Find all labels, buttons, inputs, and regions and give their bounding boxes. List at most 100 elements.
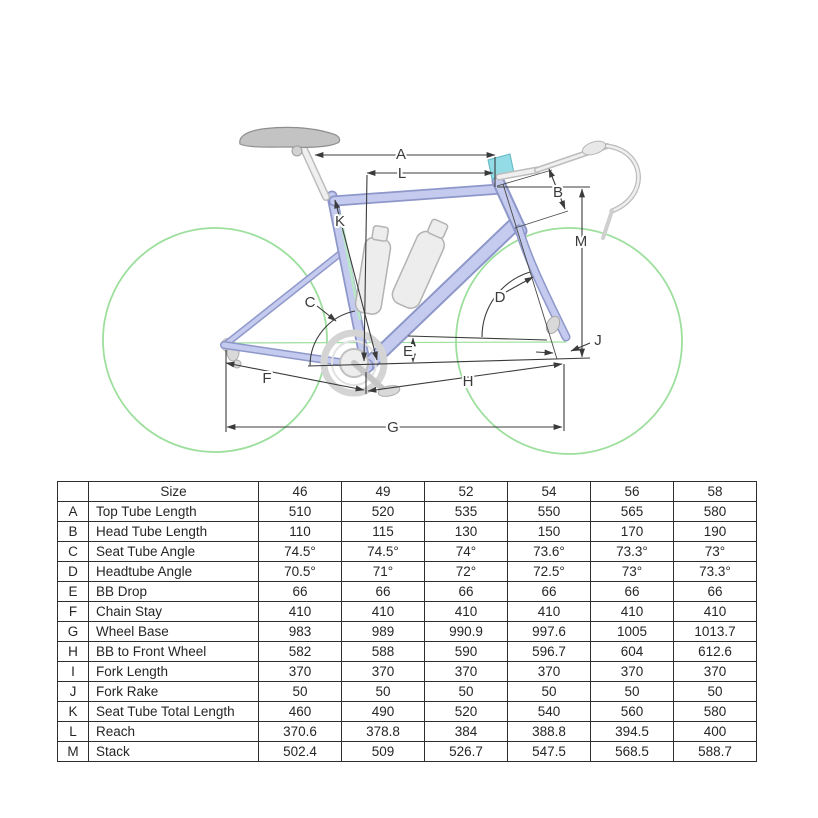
table-row: L Reach 370.6 378.8 384 388.8 394.5 400: [57, 721, 757, 742]
row-key-cell: D: [57, 561, 89, 582]
row-value-cell: 590: [424, 641, 508, 662]
dimension-lines: [225, 152, 591, 432]
row-label-cell: Fork Length: [88, 661, 259, 682]
row-value-cell: 66: [507, 581, 591, 602]
label-bb-to-front-wheel: H: [463, 373, 474, 390]
row-key-cell: L: [57, 721, 89, 742]
row-value-cell: 983: [258, 621, 342, 642]
row-value-cell: 74.5°: [258, 541, 342, 562]
row-value-cell: 410: [673, 601, 757, 622]
label-bb-drop: E: [403, 343, 413, 360]
row-value-cell: 1005: [590, 621, 674, 642]
row-label-cell: Fork Rake: [88, 681, 259, 702]
row-value-cell: 50: [424, 681, 508, 702]
row-key-cell: F: [57, 601, 89, 622]
row-value-cell: 66: [424, 581, 508, 602]
row-value-cell: 990.9: [424, 621, 508, 642]
row-value-cell: 66: [673, 581, 757, 602]
row-value-cell: 540: [507, 701, 591, 722]
label-stack: M: [575, 233, 588, 250]
row-key-cell: G: [57, 621, 89, 642]
table-row: B Head Tube Length 110 115 130 150 170 190: [57, 521, 757, 542]
label-head-tube-length: B: [553, 184, 563, 201]
row-label-cell: Seat Tube Angle: [88, 541, 259, 562]
row-label-cell: BB to Front Wheel: [88, 641, 259, 662]
row-key-cell: M: [57, 741, 89, 762]
row-value-cell: 535: [424, 501, 508, 522]
table-row: A Top Tube Length 510 520 535 550 565 580: [57, 501, 757, 522]
row-value-cell: 50: [590, 681, 674, 702]
row-value-cell: 568.5: [590, 741, 674, 762]
row-value-cell: 370.6: [258, 721, 342, 742]
row-key-cell: H: [57, 641, 89, 662]
row-value-cell: 509: [341, 741, 425, 762]
row-value-cell: 50: [258, 681, 342, 702]
row-value-cell: 560: [590, 701, 674, 722]
row-label-cell: BB Drop: [88, 581, 259, 602]
row-label-cell: Stack: [88, 741, 259, 762]
row-value-cell: 66: [341, 581, 425, 602]
row-value-cell: 190: [673, 521, 757, 542]
row-value-cell: 384: [424, 721, 508, 742]
row-key-cell: I: [57, 661, 89, 682]
row-value-cell: 580: [673, 501, 757, 522]
table-row: J Fork Rake 50 50 50 50 50 50: [57, 681, 757, 702]
row-value-cell: 410: [507, 601, 591, 622]
row-value-cell: 71°: [341, 561, 425, 582]
table-row: C Seat Tube Angle 74.5° 74.5° 74° 73.6° 73.3° 7…: [57, 541, 757, 562]
row-value-cell: 582: [258, 641, 342, 662]
row-value-cell: 370: [590, 661, 674, 682]
geometry-table: Size 46 49 52 54 56 58 A Top Tube Length 510 520 5…: [57, 481, 757, 762]
row-value-cell: 502.4: [258, 741, 342, 762]
label-seat-tube-total-length: K: [335, 213, 345, 230]
label-chain-stay: F: [262, 370, 271, 387]
table-row: H BB to Front Wheel 582 588 590 596.7 604 612.6: [57, 641, 757, 662]
row-value-cell: 510: [258, 501, 342, 522]
row-value-cell: 66: [258, 581, 342, 602]
row-value-cell: 410: [590, 601, 674, 622]
row-value-cell: 115: [341, 521, 425, 542]
row-value-cell: 400: [673, 721, 757, 742]
row-value-cell: 520: [341, 501, 425, 522]
row-value-cell: 170: [590, 521, 674, 542]
row-value-cell: 547.5: [507, 741, 591, 762]
size-column-header: 54: [507, 481, 591, 502]
row-value-cell: 73.6°: [507, 541, 591, 562]
dimension-labels: A L K B M C D E J F H G: [260, 144, 603, 438]
row-key-cell: B: [57, 521, 89, 542]
row-value-cell: 73°: [590, 561, 674, 582]
water-bottle-down-tube: [391, 218, 449, 309]
row-value-cell: 997.6: [507, 621, 591, 642]
label-headtube-angle: D: [495, 289, 506, 306]
row-value-cell: 565: [590, 501, 674, 522]
row-key-cell: E: [57, 581, 89, 602]
rear-wheel-circle: [102, 227, 328, 453]
row-label-cell: Reach: [88, 721, 259, 742]
size-column-header: 58: [673, 481, 757, 502]
saddle-seatpost: [239, 126, 341, 201]
row-value-cell: 588: [341, 641, 425, 662]
row-value-cell: 370: [673, 661, 757, 682]
row-value-cell: 50: [673, 681, 757, 702]
row-value-cell: 50: [507, 681, 591, 702]
saddle: [239, 126, 341, 148]
row-value-cell: 150: [507, 521, 591, 542]
water-bottle-seat-tube: [354, 225, 392, 315]
row-value-cell: 612.6: [673, 641, 757, 662]
row-value-cell: 72°: [424, 561, 508, 582]
front-wheel-circle: [455, 227, 683, 455]
row-value-cell: 110: [258, 521, 342, 542]
label-fork-rake: J: [594, 332, 602, 349]
table-row: K Seat Tube Total Length 460 490 520 540 560 58…: [57, 701, 757, 722]
row-value-cell: 410: [258, 601, 342, 622]
row-label-cell: Seat Tube Total Length: [88, 701, 259, 722]
size-column-header: 52: [424, 481, 508, 502]
row-value-cell: 73°: [673, 541, 757, 562]
row-value-cell: 550: [507, 501, 591, 522]
table-row: I Fork Length 370 370 370 370 370 370: [57, 661, 757, 682]
row-label-cell: Head Tube Length: [88, 521, 259, 542]
row-value-cell: 989: [341, 621, 425, 642]
size-header-cell: Size: [88, 481, 259, 502]
row-value-cell: 72.5°: [507, 561, 591, 582]
row-value-cell: 588.7: [673, 741, 757, 762]
